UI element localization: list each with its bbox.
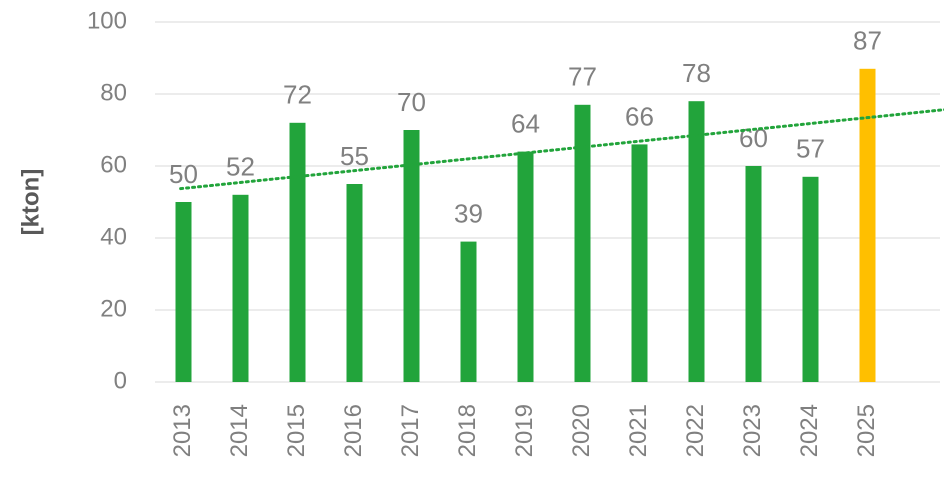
x-tick-label: 2019 (511, 404, 538, 457)
value-label: 70 (397, 87, 426, 117)
bar (802, 176, 819, 382)
value-label: 66 (625, 101, 654, 131)
x-tick-label: 2017 (397, 404, 424, 457)
value-label: 77 (568, 62, 597, 92)
value-label: 52 (226, 152, 255, 182)
value-label: 64 (511, 108, 540, 138)
y-tick-label: 100 (87, 7, 127, 34)
x-tick-label: 2025 (853, 404, 880, 457)
y-axis-label: [kton] (17, 169, 44, 236)
value-label: 57 (796, 134, 825, 164)
value-label: 39 (454, 198, 483, 228)
x-tick-label: 2021 (625, 404, 652, 457)
y-tick-label: 80 (100, 79, 127, 106)
value-label: 50 (169, 159, 198, 189)
bar (460, 241, 477, 382)
x-tick-label: 2016 (340, 404, 367, 457)
x-tick-label: 2018 (454, 404, 481, 457)
bar (232, 194, 249, 382)
bar (859, 68, 876, 383)
x-tick-label: 2024 (796, 404, 823, 457)
value-label: 55 (340, 141, 369, 171)
bar (574, 104, 591, 383)
bar (745, 166, 762, 382)
value-label: 87 (853, 26, 882, 56)
bar (346, 184, 363, 382)
bar (175, 202, 192, 382)
x-tick-label: 2023 (739, 404, 766, 457)
x-tick-label: 2020 (568, 404, 595, 457)
bar (517, 151, 534, 382)
bar (289, 122, 306, 383)
bar (688, 101, 705, 382)
y-tick-label: 20 (100, 295, 127, 322)
y-tick-label: 40 (100, 223, 127, 250)
trendline (179, 108, 944, 191)
value-label: 60 (739, 123, 768, 153)
bar (631, 144, 648, 382)
y-tick-label: 60 (100, 151, 127, 178)
x-tick-label: 2013 (169, 404, 196, 457)
bar (403, 130, 420, 382)
value-label: 78 (682, 58, 711, 88)
y-tick-label: 0 (114, 367, 127, 394)
value-label: 72 (283, 80, 312, 110)
x-tick-label: 2015 (283, 404, 310, 457)
x-tick-label: 2014 (226, 404, 253, 457)
x-tick-label: 2022 (682, 404, 709, 457)
